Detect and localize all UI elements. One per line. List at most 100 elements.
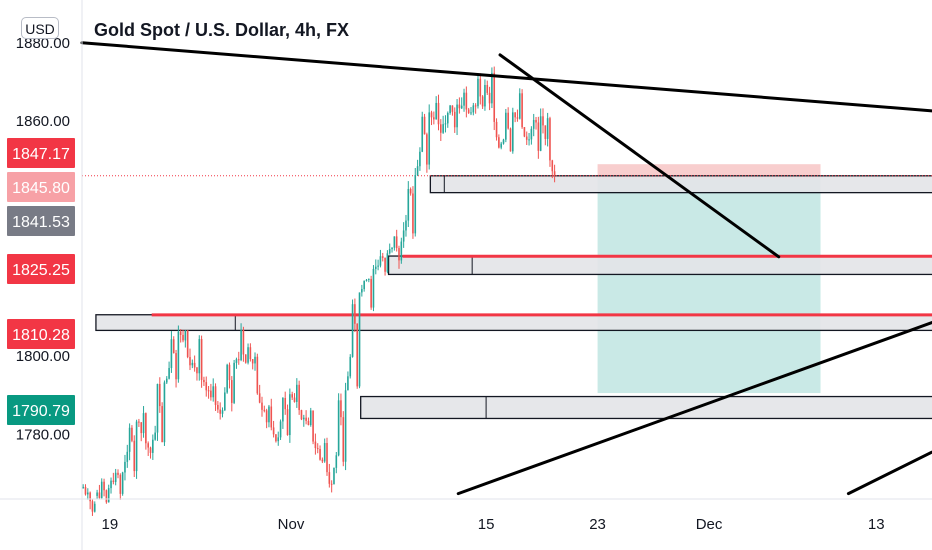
- candle-body[interactable]: [158, 383, 161, 407]
- candle-body[interactable]: [456, 104, 458, 128]
- candle-body[interactable]: [296, 384, 298, 402]
- candle-body[interactable]: [444, 123, 447, 125]
- candle-body[interactable]: [179, 331, 182, 335]
- candle-body[interactable]: [474, 105, 477, 107]
- candle-body[interactable]: [138, 421, 140, 423]
- trend-line[interactable]: [456, 321, 932, 496]
- candle-body[interactable]: [319, 448, 321, 460]
- candle-body[interactable]: [435, 102, 437, 120]
- candle-body[interactable]: [121, 472, 124, 494]
- candle-body[interactable]: [263, 409, 266, 411]
- candle-body[interactable]: [200, 339, 203, 380]
- candle-body[interactable]: [212, 386, 215, 398]
- zone-rect[interactable]: [429, 175, 932, 194]
- candle-body[interactable]: [105, 490, 108, 503]
- candle-body[interactable]: [335, 455, 338, 468]
- candle-body[interactable]: [207, 390, 210, 392]
- candle-body[interactable]: [161, 406, 163, 443]
- candle-body[interactable]: [516, 117, 519, 119]
- candle-body[interactable]: [384, 257, 386, 272]
- candle-body[interactable]: [110, 480, 112, 489]
- candle-body[interactable]: [393, 236, 396, 248]
- candle-body[interactable]: [439, 124, 442, 133]
- candle-body[interactable]: [523, 127, 526, 137]
- candle-body[interactable]: [423, 116, 426, 135]
- candle-body[interactable]: [268, 406, 270, 423]
- candle-body[interactable]: [381, 256, 384, 258]
- candle-body[interactable]: [270, 406, 273, 428]
- candle-body[interactable]: [226, 364, 228, 393]
- candle-body[interactable]: [244, 354, 247, 363]
- candle-body[interactable]: [505, 112, 507, 140]
- candle-body[interactable]: [328, 472, 331, 484]
- candle-body[interactable]: [217, 404, 219, 410]
- candle-body[interactable]: [377, 265, 379, 267]
- candle-body[interactable]: [140, 422, 143, 434]
- candle-body[interactable]: [93, 503, 96, 512]
- candle-body[interactable]: [488, 92, 491, 104]
- candle-body[interactable]: [428, 112, 431, 165]
- trend-line[interactable]: [498, 53, 781, 259]
- candle-body[interactable]: [486, 85, 489, 93]
- candle-body[interactable]: [152, 439, 154, 453]
- candle-body[interactable]: [286, 409, 289, 436]
- candle-body[interactable]: [412, 193, 414, 234]
- candle-body[interactable]: [182, 334, 184, 341]
- candle-body[interactable]: [240, 329, 242, 361]
- candle-body[interactable]: [430, 112, 433, 118]
- candle-body[interactable]: [530, 128, 533, 140]
- candle-body[interactable]: [265, 410, 268, 423]
- candle-body[interactable]: [149, 447, 152, 453]
- candle-body[interactable]: [314, 441, 317, 449]
- candle-body[interactable]: [356, 323, 359, 387]
- candle-body[interactable]: [289, 394, 291, 436]
- candle-body[interactable]: [528, 139, 530, 141]
- candle-body[interactable]: [156, 383, 159, 433]
- candle-body[interactable]: [409, 188, 412, 194]
- candle-body[interactable]: [500, 143, 503, 148]
- candle-body[interactable]: [96, 492, 98, 496]
- candle-body[interactable]: [484, 85, 486, 107]
- candle-body[interactable]: [437, 102, 440, 125]
- candle-body[interactable]: [300, 410, 303, 420]
- candle-body[interactable]: [463, 92, 465, 106]
- candle-body[interactable]: [507, 112, 509, 129]
- candle-body[interactable]: [391, 247, 393, 250]
- candle-body[interactable]: [210, 390, 212, 398]
- candle-body[interactable]: [251, 359, 254, 364]
- candle-body[interactable]: [291, 394, 293, 398]
- candle-body[interactable]: [544, 125, 547, 139]
- candle-body[interactable]: [177, 331, 180, 380]
- candle-body[interactable]: [91, 501, 94, 512]
- candle-body[interactable]: [414, 175, 417, 234]
- candle-body[interactable]: [142, 413, 145, 434]
- candle-body[interactable]: [511, 112, 514, 152]
- candle-body[interactable]: [119, 474, 122, 494]
- candle-body[interactable]: [247, 347, 249, 363]
- candle-body[interactable]: [293, 397, 296, 402]
- candle-body[interactable]: [386, 253, 389, 272]
- candle-body[interactable]: [184, 330, 187, 341]
- candle-body[interactable]: [114, 472, 117, 482]
- candle-body[interactable]: [363, 280, 365, 290]
- candle-body[interactable]: [465, 92, 468, 110]
- candle-body[interactable]: [172, 339, 175, 354]
- candle-body[interactable]: [82, 486, 84, 489]
- candle-body[interactable]: [214, 386, 217, 405]
- candle-body[interactable]: [553, 171, 556, 176]
- candle-body[interactable]: [196, 367, 198, 374]
- candle-body[interactable]: [131, 427, 133, 441]
- candle-body[interactable]: [470, 112, 472, 114]
- candle-body[interactable]: [467, 109, 470, 113]
- candle-body[interactable]: [358, 292, 361, 387]
- candle-body[interactable]: [191, 362, 194, 366]
- candle-body[interactable]: [426, 134, 428, 165]
- candle-body[interactable]: [284, 398, 287, 410]
- candle-body[interactable]: [477, 78, 479, 107]
- candle-body[interactable]: [277, 437, 280, 442]
- candle-body[interactable]: [525, 136, 528, 140]
- candle-body[interactable]: [98, 492, 101, 498]
- candle-body[interactable]: [402, 230, 405, 242]
